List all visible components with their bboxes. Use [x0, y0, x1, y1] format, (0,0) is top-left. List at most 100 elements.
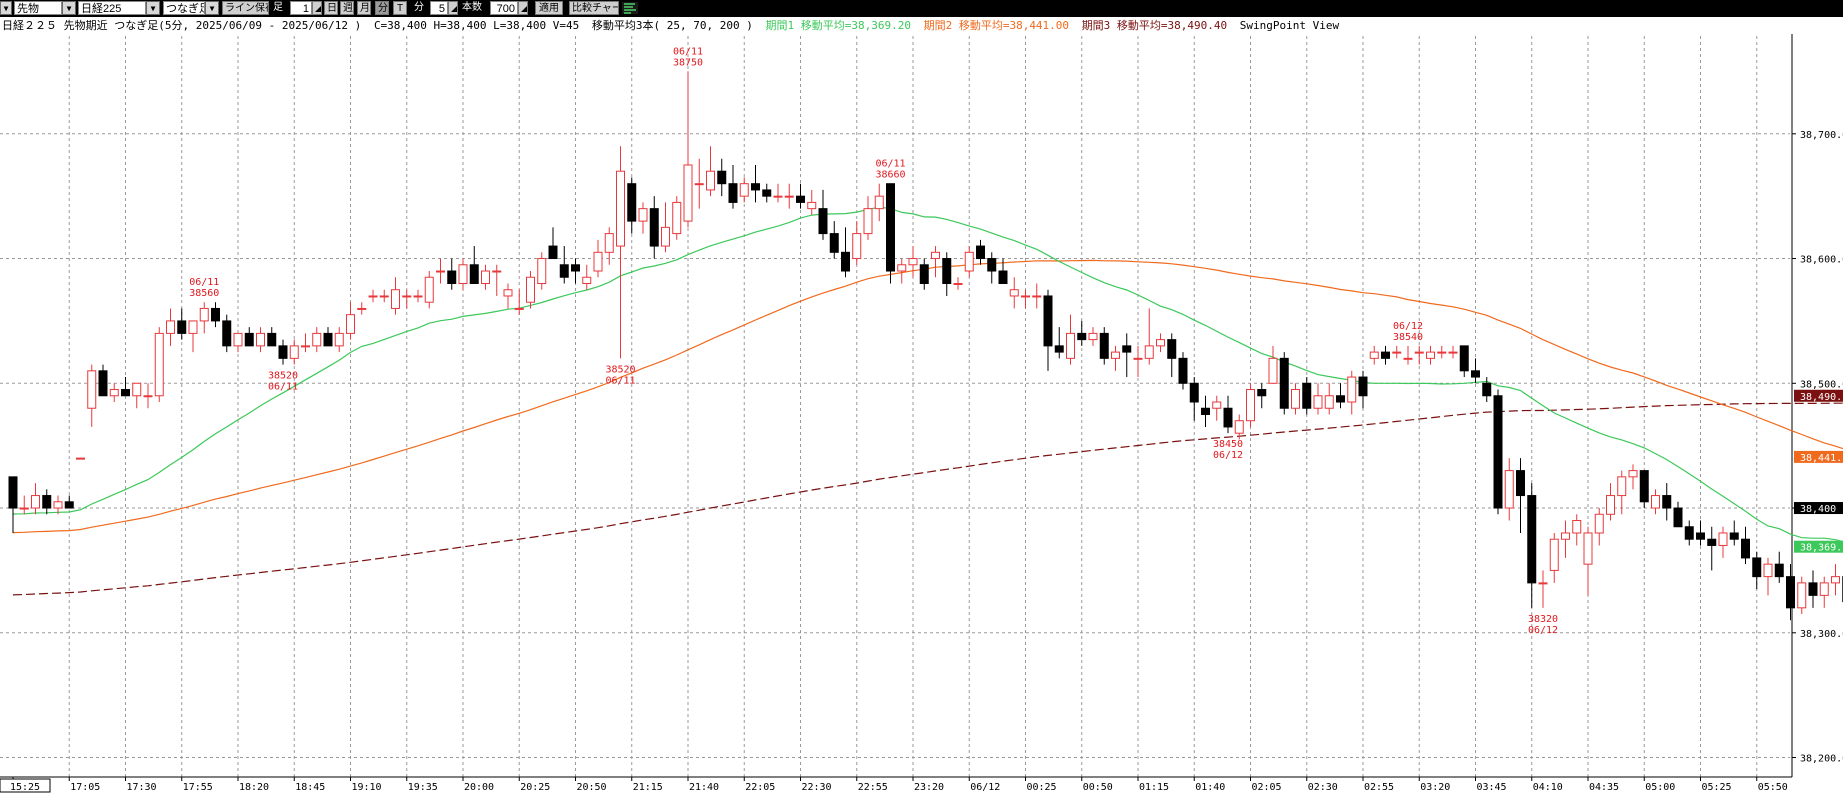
count-spin-icon[interactable]: ◢	[518, 1, 528, 15]
compare-chart-button[interactable]: 比較チャート	[569, 1, 619, 15]
candle-body-up	[458, 264, 468, 284]
candle	[1268, 345, 1278, 384]
candle	[784, 183, 794, 209]
candle	[289, 339, 299, 365]
x-tick-label: 01:15	[1139, 782, 1169, 793]
candle-body-down	[627, 183, 637, 222]
x-tick-label: 20:50	[576, 782, 606, 793]
candle-body-up	[109, 389, 119, 397]
candle	[222, 314, 232, 353]
candle-body-down	[987, 258, 997, 272]
candle	[841, 227, 850, 278]
candle	[1797, 576, 1807, 615]
moving-averages	[12, 206, 1843, 596]
menu-dropdown-arrow[interactable]: ▼	[0, 1, 12, 15]
candle	[1021, 289, 1030, 309]
interval-input[interactable]: 5	[430, 1, 448, 15]
candle-body-down	[8, 476, 18, 509]
symbol-select[interactable]: 日経225	[78, 1, 146, 15]
candle-body-down	[323, 332, 333, 347]
period-input[interactable]: 1	[290, 1, 312, 15]
x-tick-label: 15:25	[10, 782, 40, 793]
candle-body-up	[616, 170, 625, 247]
y-tick-label: 38,500.00	[1800, 379, 1843, 390]
candle	[31, 483, 40, 515]
price-badge-bg	[1794, 389, 1843, 402]
tick-button[interactable]: T	[393, 1, 407, 15]
candle-body-up	[874, 195, 884, 210]
candle	[1786, 564, 1795, 621]
period-spin-icon[interactable]: ◢	[312, 1, 322, 15]
swing-label-line1: 06/11	[673, 46, 703, 57]
candle-body-down	[1684, 526, 1694, 540]
swing-label-line1: 38520	[268, 371, 298, 382]
candle-body-up	[368, 295, 378, 298]
x-tick-label: 03:45	[1476, 782, 1506, 793]
candle-body-down	[278, 345, 288, 359]
candle	[942, 252, 952, 296]
symbol-dropdown-icon[interactable]: ▼	[146, 1, 160, 15]
x-tick-label: 18:20	[239, 782, 269, 793]
candle-body-up	[481, 270, 490, 284]
chart-info-line: 日経２２５ 先物期近 つなぎ足(5分, 2025/06/09 - 2025/06…	[2, 19, 1345, 33]
candle	[1617, 470, 1627, 515]
x-tick-label: 00:25	[1026, 782, 1056, 793]
day-button[interactable]: 日	[324, 1, 338, 15]
y-tick-label: 38,200.00	[1800, 754, 1843, 765]
price-badge: 38,441.	[1794, 450, 1843, 464]
candle	[706, 146, 715, 197]
view-mode-label: SwingPoint View	[1239, 19, 1340, 32]
save-line-button[interactable]: ライン保存	[222, 1, 269, 15]
candle-body-up	[694, 183, 704, 186]
interval-spin-icon[interactable]: ◢	[448, 1, 458, 15]
candle-body-down	[1201, 407, 1210, 415]
candle	[1583, 526, 1593, 596]
count-input[interactable]: 700	[490, 1, 518, 15]
swing-label-line1: 06/11	[875, 159, 905, 170]
candle	[1493, 389, 1503, 515]
candle	[1144, 308, 1154, 365]
x-tick-label: 04:10	[1533, 782, 1563, 793]
candle	[233, 332, 243, 353]
candle-body-up	[1831, 576, 1840, 584]
candle-body-up	[739, 183, 749, 197]
swing-label-line1: 06/11	[189, 277, 219, 288]
candle-body-down	[717, 170, 727, 185]
candle	[1808, 570, 1818, 608]
chart-settings-icon[interactable]	[622, 1, 638, 15]
x-tick-label: 05:00	[1645, 782, 1675, 793]
candle	[1707, 526, 1717, 571]
apply-button[interactable]: 適用	[535, 1, 563, 15]
candle-body-down	[1358, 376, 1368, 397]
candle	[852, 221, 862, 265]
candle	[413, 289, 423, 303]
candle-body-up	[413, 295, 423, 298]
price-badge-label: 38,490.	[1800, 392, 1842, 403]
candle	[402, 289, 412, 309]
candle-body-up	[76, 457, 85, 460]
candle-body-up	[1392, 351, 1402, 354]
candle-body-up	[1606, 495, 1615, 515]
candle-body-down	[42, 495, 52, 509]
candle-body-up	[784, 195, 794, 198]
category-select[interactable]: 先物	[14, 1, 62, 15]
candle	[762, 183, 772, 203]
bar-type-dropdown-icon[interactable]: ▼	[205, 1, 219, 15]
candle-body-down	[469, 264, 479, 284]
candle-body-down	[976, 245, 985, 260]
candle	[1032, 283, 1042, 309]
candle-body-up	[1234, 420, 1244, 434]
x-tick-label: 22:55	[858, 782, 888, 793]
candle	[1122, 333, 1132, 378]
bar-type-select[interactable]: つなぎ足	[163, 1, 205, 15]
category-dropdown-icon[interactable]: ▼	[62, 1, 76, 15]
minute-button[interactable]: 分	[375, 1, 389, 15]
candle	[424, 271, 434, 309]
week-button[interactable]: 週	[340, 1, 354, 15]
ma-summary: 移動平均3本( 25, 70, 200 )	[591, 19, 753, 32]
month-button[interactable]: 月	[357, 1, 371, 15]
candle-body-up	[852, 233, 862, 260]
candle-body-down	[1471, 370, 1480, 378]
x-tick-label: 18:45	[295, 782, 325, 793]
